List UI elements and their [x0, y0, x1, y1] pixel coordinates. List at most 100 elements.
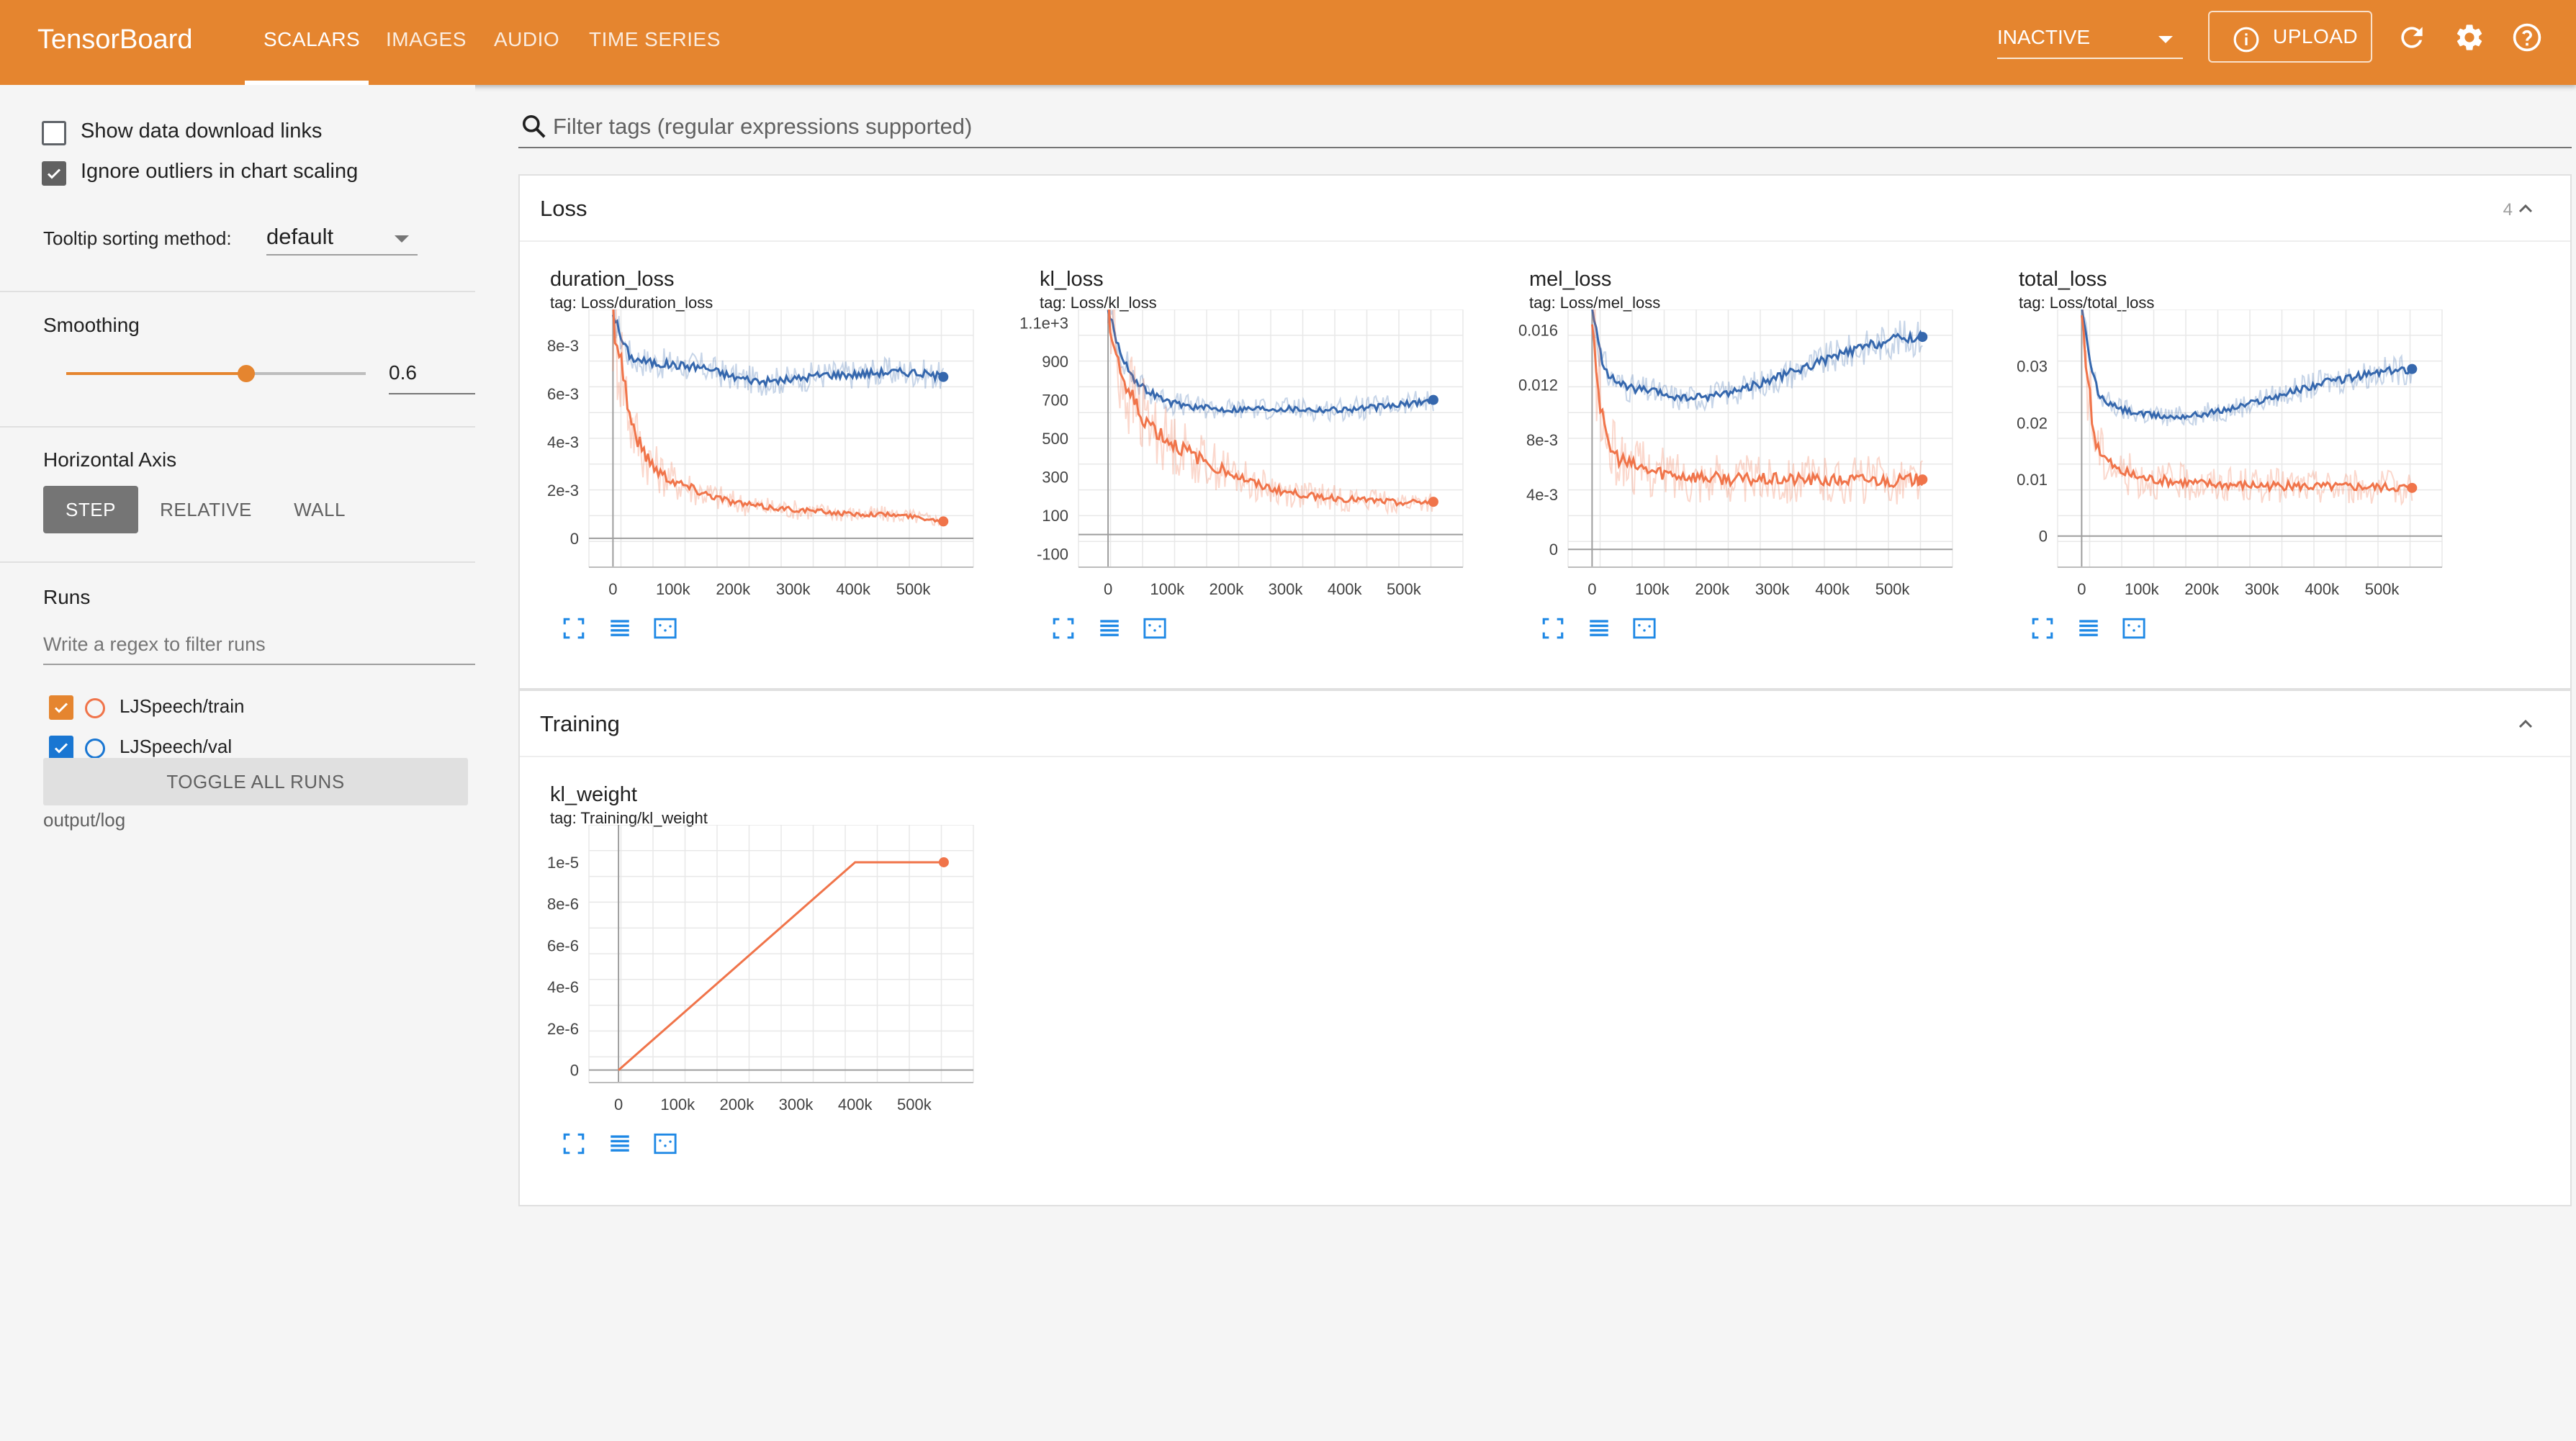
smoothing-slider[interactable] [66, 365, 366, 382]
series-smoothed-line [611, 315, 945, 389]
chart-plot[interactable]: 0 100k 200k 300k 400k 500k 0 2e-6 4e-6 6e-6 8e-6 1e… [520, 825, 1009, 1127]
fit-domain-icon[interactable] [651, 1131, 680, 1156]
tab-scalars[interactable]: SCALARS [264, 28, 361, 50]
x-tick-label: 500k [2365, 580, 2400, 598]
x-tick-label: 300k [1269, 580, 1304, 598]
chevron-up-icon[interactable] [2514, 713, 2537, 736]
search-icon [520, 112, 549, 141]
y-tick-label: 4e-6 [547, 978, 579, 996]
refresh-icon[interactable] [2396, 22, 2428, 53]
data-table-icon[interactable] [606, 1131, 634, 1156]
chart-plot[interactable]: 0 100k 200k 300k 400k 500k 0 0.01 0.02 0.03 [1989, 310, 2478, 612]
tooltip-sorting-select[interactable]: default [266, 218, 418, 256]
ignore-outliers-label: Ignore outliers in chart scaling [81, 160, 359, 183]
fullscreen-icon[interactable] [2030, 616, 2055, 641]
x-tick-label: 100k [660, 1096, 695, 1114]
y-tick-label: 4e-3 [547, 433, 579, 451]
y-tick-label: 1e-5 [547, 854, 579, 872]
run-val-checkbox[interactable] [49, 736, 73, 760]
chart-plot[interactable]: 0 100k 200k 300k 400k 500k -100 100 300 500 700 900… [1009, 310, 1499, 612]
runs-heading: Runs [43, 586, 91, 608]
loss-group-card: Loss 4 duration_loss tag: Loss/duration_… [518, 174, 2572, 690]
series-line [618, 861, 944, 1071]
y-tick-label: 6e-6 [547, 936, 579, 954]
run-filter-input[interactable]: Write a regex to filter runs [43, 631, 475, 665]
x-tick-label: 500k [1875, 580, 1911, 598]
x-tick-label: 0 [1104, 580, 1112, 598]
ignore-outliers-checkbox[interactable] [42, 161, 66, 186]
series-smoothed-line [612, 310, 945, 524]
chart-plot[interactable]: 0 100k 200k 300k 400k 500k 0 4e-3 8e-3 0.012 0.016 [1499, 310, 1989, 612]
smoothing-slider-thumb[interactable] [237, 365, 255, 382]
x-tick-label: 400k [2305, 580, 2340, 598]
series-end-point [1428, 497, 1438, 507]
show-download-links-checkbox[interactable] [42, 121, 66, 145]
series-end-point [2407, 363, 2418, 374]
axis-wall-button[interactable]: WALL [294, 499, 346, 520]
y-tick-label: 700 [1042, 392, 1068, 410]
fullscreen-icon[interactable] [562, 616, 586, 641]
series-smoothed-line [1107, 310, 1434, 507]
chart-tag: tag: Loss/mel_loss [1529, 294, 1661, 312]
x-tick-label: 300k [776, 580, 811, 598]
chart-plot[interactable]: 0 100k 200k 300k 400k 500k 0 2e-3 4e-3 6e-3 8e-3 [520, 310, 1009, 612]
x-tick-label: 500k [1387, 580, 1422, 598]
x-tick-label: 0 [614, 1096, 623, 1114]
fit-domain-icon[interactable] [651, 616, 680, 641]
fit-domain-icon[interactable] [1630, 616, 1659, 641]
tag-filter-input[interactable]: Filter tags (regular expressions support… [518, 107, 2572, 148]
y-tick-label: 300 [1042, 468, 1068, 486]
series-ljspeech-train [2080, 310, 2413, 506]
series-ljspeech-train [1590, 310, 1924, 505]
y-tick-label: 1.1e+3 [1019, 315, 1068, 333]
data-table-icon[interactable] [1585, 616, 1613, 641]
tab-audio[interactable]: AUDIO [494, 28, 560, 50]
series-smoothed-line [2080, 315, 2413, 494]
upload-button[interactable]: UPLOAD [2208, 11, 2372, 63]
smoothing-value-input[interactable]: 0.6 [389, 358, 475, 394]
fit-domain-icon[interactable] [1140, 616, 1169, 641]
series-raw-line [1107, 310, 1434, 423]
active-tab-indicator [245, 81, 369, 85]
fullscreen-icon[interactable] [1051, 616, 1076, 641]
series-ljspeech-val [611, 310, 945, 396]
chevron-up-icon[interactable] [2514, 197, 2537, 220]
y-tick-label: -100 [1037, 545, 1068, 563]
info-icon [2233, 26, 2260, 53]
sidebar: Show data download links Ignore outliers… [0, 85, 475, 1441]
toggle-all-runs-button[interactable]: TOGGLE ALL RUNS [43, 758, 468, 805]
help-icon[interactable] [2511, 22, 2543, 53]
run-val-color-radio[interactable] [85, 738, 105, 759]
data-table-icon[interactable] [2075, 616, 2102, 641]
horizontal-axis-heading: Horizontal Axis [43, 448, 177, 471]
chart-tag: tag: Loss/total_loss [2019, 294, 2155, 312]
run-train-color-radio[interactable] [85, 698, 105, 718]
loss-group-header[interactable]: Loss 4 [520, 176, 2570, 242]
y-tick-label: 0 [570, 530, 579, 548]
series-raw-line [613, 310, 945, 396]
x-tick-label: 0 [2077, 580, 2086, 598]
axis-step-button[interactable]: STEP [43, 486, 138, 533]
data-table-icon[interactable] [1096, 616, 1123, 641]
chart-card-kl-loss: kl_loss tag: Loss/kl_loss 0 100k 200k 300k 4… [1009, 268, 1499, 685]
series-end-point [1917, 474, 1928, 485]
data-table-icon[interactable] [606, 616, 634, 641]
top-app-bar: TensorBoard SCALARS IMAGES AUDIO TIME SE… [0, 0, 2576, 85]
training-group-header[interactable]: Training [520, 691, 2570, 757]
settings-gear-icon[interactable] [2454, 22, 2485, 53]
tab-images[interactable]: IMAGES [386, 28, 467, 50]
inactive-plugins-select[interactable]: INACTIVE [1997, 22, 2183, 59]
logdir-label: output/log [43, 809, 126, 831]
y-tick-label: 0.016 [1518, 322, 1558, 340]
fullscreen-icon[interactable] [562, 1131, 586, 1156]
series-smoothed-line [1107, 310, 1435, 414]
run-val-label: LJSpeech/val [120, 736, 233, 757]
fit-domain-icon[interactable] [2120, 616, 2148, 641]
run-train-checkbox[interactable] [49, 695, 73, 720]
fullscreen-icon[interactable] [1541, 616, 1565, 641]
x-tick-label: 400k [836, 580, 871, 598]
y-tick-label: 900 [1042, 353, 1068, 371]
tab-time-series[interactable]: TIME SERIES [589, 28, 721, 50]
tag-filter-placeholder: Filter tags (regular expressions support… [553, 114, 973, 139]
axis-relative-button[interactable]: RELATIVE [160, 499, 252, 520]
